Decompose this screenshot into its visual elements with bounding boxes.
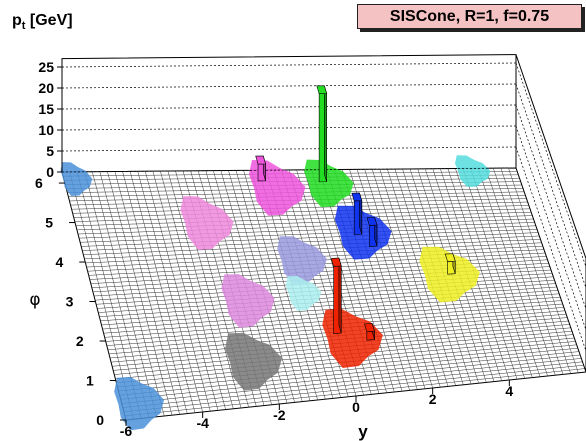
- legend-text: SISCone, R=1, f=0.75: [389, 7, 550, 25]
- grid-line-phi: [71, 198, 527, 210]
- grid-line-phi: [82, 232, 539, 251]
- grid-line-phi: [73, 205, 529, 218]
- y-tick-label: 6: [35, 175, 43, 191]
- z-tick-label: 15: [38, 101, 54, 117]
- z-axis-label-sub: t: [21, 20, 26, 33]
- z-gridline: [61, 62, 517, 68]
- grid-line-phi: [75, 211, 532, 226]
- tower-side: [338, 257, 342, 334]
- jet-area: [334, 205, 392, 260]
- z-axis-label-unit: [GeV]: [25, 12, 73, 29]
- grid-line-phi: [76, 215, 533, 231]
- jet-area: [285, 276, 322, 311]
- z-gridline: [61, 104, 517, 110]
- z-gridline: [61, 125, 517, 131]
- grid-line-phi: [118, 347, 578, 392]
- x-tick-label: 4: [505, 383, 513, 399]
- jet-area: [180, 196, 234, 251]
- grid-line-phi: [98, 283, 556, 313]
- grid-line-phi: [100, 290, 559, 322]
- grid-line-phi: [123, 364, 584, 412]
- grid-line-phi: [79, 222, 535, 239]
- grid-line-phi: [80, 225, 536, 243]
- z-gridline: [61, 83, 517, 89]
- jet-area: [454, 155, 491, 188]
- x-tick-label: 2: [429, 391, 437, 407]
- grid-line-phi: [96, 276, 554, 305]
- tower-top: [330, 257, 342, 267]
- z-tick-label: 0: [46, 164, 54, 180]
- x-axis-label: y: [358, 422, 368, 441]
- jet-area: [304, 159, 354, 208]
- y-tick-label: 2: [76, 333, 84, 349]
- grid-line-phi: [77, 218, 534, 235]
- z-tick-label: 25: [38, 59, 54, 75]
- grid-line-phi: [121, 358, 582, 404]
- tower-top: [255, 155, 266, 165]
- grid-line-phi: [72, 201, 528, 214]
- z-axis-label: pt [GeV]: [12, 12, 73, 32]
- grid-line-phi: [101, 293, 560, 326]
- z-axis-label-main: p: [12, 12, 22, 29]
- jet-area: [221, 274, 275, 328]
- plot-frame: [61, 54, 586, 373]
- z-tick-label: 5: [46, 143, 54, 159]
- jet-area: [60, 162, 93, 196]
- tower-side: [324, 85, 328, 182]
- jet-area: [114, 377, 165, 431]
- grid-line-phi: [81, 228, 538, 247]
- grid-line-phi: [74, 208, 531, 222]
- tower-top: [364, 323, 375, 333]
- side-wall-top: [515, 54, 586, 259]
- towers: [255, 85, 456, 341]
- y-tick-label: 0: [96, 412, 104, 428]
- tower-top: [444, 253, 456, 262]
- y-axis-label: φ: [29, 290, 40, 310]
- tower-top: [351, 192, 363, 202]
- grid-line-phi: [124, 368, 585, 417]
- jet-area: [225, 332, 283, 391]
- back-wall: [61, 54, 517, 172]
- y-tick-label: 1: [86, 373, 94, 389]
- x-tick-label: -2: [273, 407, 286, 423]
- z-tick-label: 20: [38, 80, 54, 96]
- grid-line-phi: [119, 351, 580, 396]
- legend-box: SISCone, R=1, f=0.75: [357, 4, 582, 29]
- grid-line-phi: [99, 286, 557, 317]
- z-gridline: [61, 146, 517, 152]
- x-tick-label: -6: [120, 423, 133, 439]
- y-tick-label: 3: [66, 294, 74, 310]
- jet-area: [419, 246, 480, 303]
- jet-area: [277, 236, 327, 285]
- x-tick-label: -4: [196, 415, 209, 431]
- grid-line-phi: [122, 361, 583, 408]
- y-tick-label: 4: [55, 254, 63, 270]
- tower-top: [316, 85, 328, 94]
- grid-line-phi: [97, 279, 555, 309]
- z-tick-label: 10: [38, 122, 54, 138]
- grid-line-phi: [120, 354, 581, 400]
- tower-top: [366, 217, 378, 226]
- y-tick-label: 5: [45, 215, 53, 231]
- x-tick-label: 0: [352, 399, 360, 415]
